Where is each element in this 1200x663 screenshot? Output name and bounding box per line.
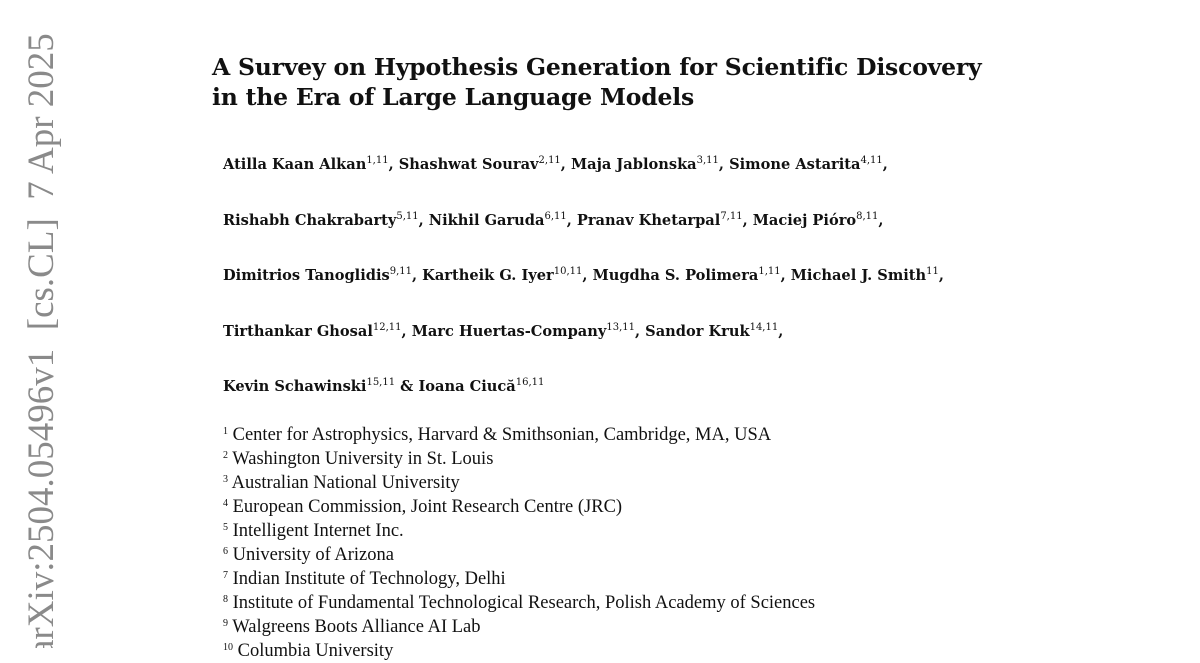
author-affiliation-marker: 10,11 [553,266,583,277]
affiliation: 2 Washington University in St. Louis [223,447,815,471]
author-name: Nikhil Garuda [428,211,545,229]
author-affiliation-marker: 12,11 [372,321,402,333]
affiliation: 10 Columbia University [223,639,815,663]
arxiv-stamp-region: arXiv:2504.05496v1 [cs.CL] 7 Apr 2025 [0,0,120,648]
affiliation-text: Center for Astrophysics, Harvard & Smith… [232,425,772,445]
author-affiliation-marker: 4,11 [860,155,883,166]
author-affiliation-marker: 5,11 [396,210,419,222]
affiliation-list: 1 Center for Astrophysics, Harvard & Smi… [223,423,815,663]
author-name: Mugdha S. Polimera [592,267,759,284]
author-line: Atilla Kaan Alkan1,11, Shashwat Sourav2,… [223,155,888,174]
author-name: Pranav Khetarpal [576,211,721,229]
affiliation: 9 Walgreens Boots Alliance AI Lab [223,615,815,639]
author-affiliation-marker: 16,11 [515,377,545,388]
author-affiliation-marker: 3,11 [696,155,719,166]
author-name: Kevin Schawinski [223,378,367,395]
author-affiliation-marker: 8,11 [856,210,879,222]
affiliation-number: 9 [223,618,228,629]
affiliation-number: 8 [223,594,228,605]
author-line: Kevin Schawinski15,11 & Ioana Ciucă16,11 [223,377,545,396]
author-name: Kartheik G. Iyer [422,267,554,284]
author-affiliation-marker: 7,11 [720,210,743,222]
author-name: Dimitrios Tanoglidis [223,267,390,284]
affiliation-text: European Commission, Joint Research Cent… [232,497,623,517]
affiliation: 5 Intelligent Internet Inc. [223,519,815,543]
affiliation-number: 6 [223,546,228,557]
author-name: Simone Astarita [729,156,861,173]
affiliation-text: Walgreens Boots Alliance AI Lab [232,617,481,637]
affiliation-number: 3 [223,474,228,485]
affiliation: 6 University of Arizona [223,543,815,567]
author-name: Ioana Ciucă [418,378,516,395]
affiliation: 1 Center for Astrophysics, Harvard & Smi… [223,423,815,447]
title-line: A Survey on Hypothesis Generation for Sc… [212,53,982,81]
author-name: Shashwat Sourav [398,156,539,173]
affiliation-number: 5 [223,522,228,533]
author-line: Rishabh Chakrabarty5,11, Nikhil Garuda6,… [223,210,884,229]
author-name: Maciej Pióro [752,211,857,229]
author-affiliation-marker: 11 [926,266,939,277]
author-line: Dimitrios Tanoglidis9,11, Kartheik G. Iy… [223,266,944,285]
arxiv-stamp: arXiv:2504.05496v1 [cs.CL] 7 Apr 2025 [21,33,62,648]
author-name: Sandor Kruk [645,322,750,340]
author-affiliation-marker: 15,11 [366,377,396,388]
author-affiliation-marker: 6,11 [544,210,567,222]
affiliation: 3 Australian National University [223,471,815,495]
affiliation-number: 1 [223,426,228,437]
author-name: Maja Jablonska [570,156,697,173]
affiliation-text: Columbia University [237,641,394,661]
title-line: in the Era of Large Language Models [212,83,695,111]
author-affiliation-marker: 14,11 [749,321,779,333]
author-name: Atilla Kaan Alkan [223,156,367,173]
author-affiliation-marker: 9,11 [389,266,412,277]
author-list: Atilla Kaan Alkan1,11, Shashwat Sourav2,… [223,156,944,434]
affiliation-text: University of Arizona [232,545,394,565]
author-affiliation-marker: 1,11 [366,155,389,166]
affiliation-number: 2 [223,450,228,461]
author-name: Rishabh Chakrabarty [223,211,397,229]
affiliation-text: Australian National University [231,473,460,493]
affiliation-number: 4 [223,498,228,509]
author-name: Michael J. Smith [790,267,927,284]
author-line: Tirthankar Ghosal12,11, Marc Huertas-Com… [223,321,784,340]
author-name: Marc Huertas-Company [411,322,607,340]
affiliation-text: Indian Institute of Technology, Delhi [232,569,506,589]
affiliation-text: Intelligent Internet Inc. [232,521,404,541]
affiliation-text: Washington University in St. Louis [232,449,494,469]
author-affiliation-marker: 1,11 [758,266,781,277]
author-affiliation-marker: 13,11 [606,321,635,333]
paper-title: A Survey on Hypothesis Generation for Sc… [212,52,982,112]
affiliation-text: Institute of Fundamental Technological R… [232,593,816,613]
affiliation-number: 7 [223,570,228,581]
affiliation: 4 European Commission, Joint Research Ce… [223,495,815,519]
author-affiliation-marker: 2,11 [538,155,561,166]
affiliation: 8 Institute of Fundamental Technological… [223,591,815,615]
affiliation: 7 Indian Institute of Technology, Delhi [223,567,815,591]
author-name: Tirthankar Ghosal [223,322,373,340]
